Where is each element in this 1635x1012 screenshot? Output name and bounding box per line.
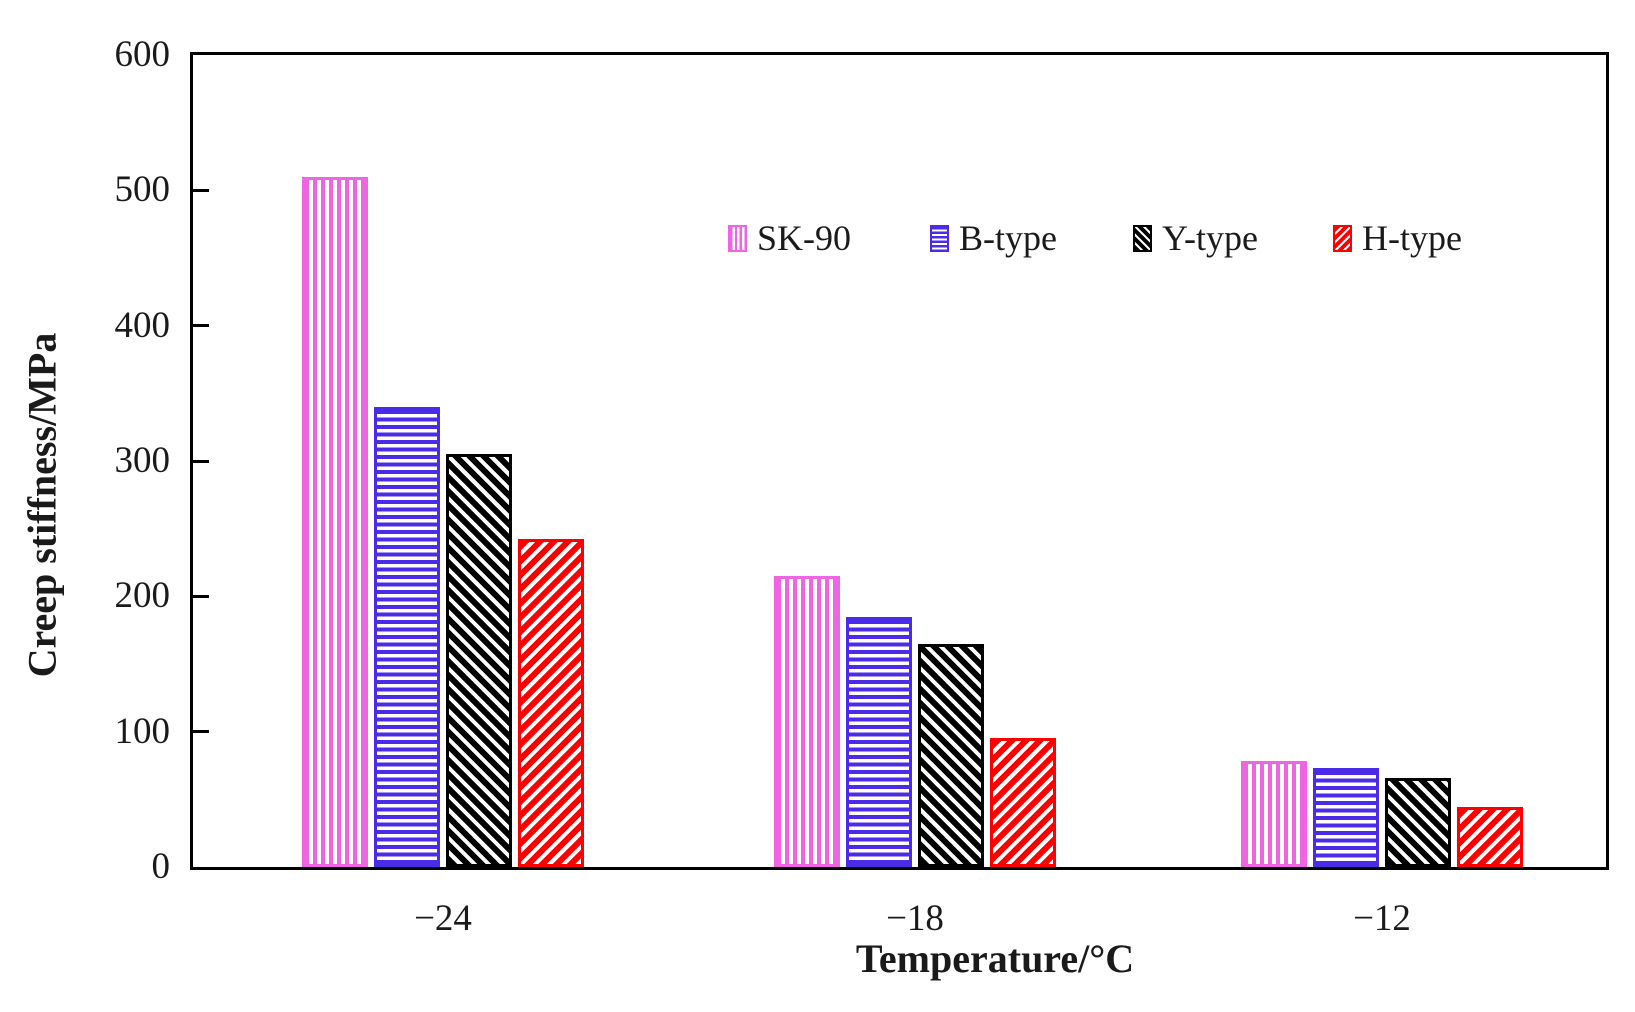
bar-sk-90-at-−18 [774,576,840,867]
y-tick-label-600: 600 [114,34,171,75]
y-tick-label-200: 200 [114,575,171,617]
legend-swatch-y-type-icon [1133,224,1152,252]
legend-item-y-type: Y-type [1133,215,1258,261]
y-tick-mark-200 [193,594,209,598]
y-tick-label-0: 0 [151,846,171,887]
legend-label-y-type: Y-type [1162,218,1258,258]
bar-b-type-at-−18 [846,617,912,867]
y-tick-label-500: 500 [114,169,171,211]
x-tick-label-minus12: −12 [1353,898,1411,939]
bar-y-type-at-−18 [918,644,984,867]
y-axis-title: Creep stiffness/MPa [19,332,65,678]
bar-sk-90-at-−12 [1241,761,1307,867]
legend-label-b-type: B-type [959,218,1057,258]
y-tick-label-100: 100 [114,710,171,752]
y-tick-label-400: 400 [114,304,171,346]
y-tick-mark-300 [193,459,209,463]
bar-b-type-at-−24 [374,407,440,867]
y-tick-mark-400 [193,324,209,328]
legend-swatch-h-type-icon [1333,224,1352,252]
y-tick-mark-500 [193,188,209,192]
bar-h-type-at-−24 [518,539,584,867]
plot-area: SK-90 B-type Y-type H-type [190,52,1609,870]
legend-label-h-type: H-type [1362,218,1462,258]
bar-h-type-at-−18 [990,738,1056,867]
legend-swatch-b-type-icon [930,224,949,252]
x-tick-label-minus18: −18 [886,898,944,939]
y-tick-mark-100 [193,730,209,734]
legend-label-sk90: SK-90 [757,218,852,258]
bar-y-type-at-−12 [1385,778,1451,867]
bar-h-type-at-−12 [1457,807,1523,867]
bar-y-type-at-−24 [446,454,512,867]
x-tick-label-minus24: −24 [414,898,472,939]
legend-item-b-type: B-type [930,215,1057,261]
bar-sk-90-at-−24 [302,177,368,867]
legend-item-sk90: SK-90 [728,215,851,261]
legend-swatch-sk90-icon [728,224,747,252]
y-tick-label-300: 300 [114,440,171,481]
bar-b-type-at-−12 [1313,768,1379,867]
legend-item-h-type: H-type [1333,215,1462,261]
x-axis-title: Temperature/°C [855,936,1135,981]
